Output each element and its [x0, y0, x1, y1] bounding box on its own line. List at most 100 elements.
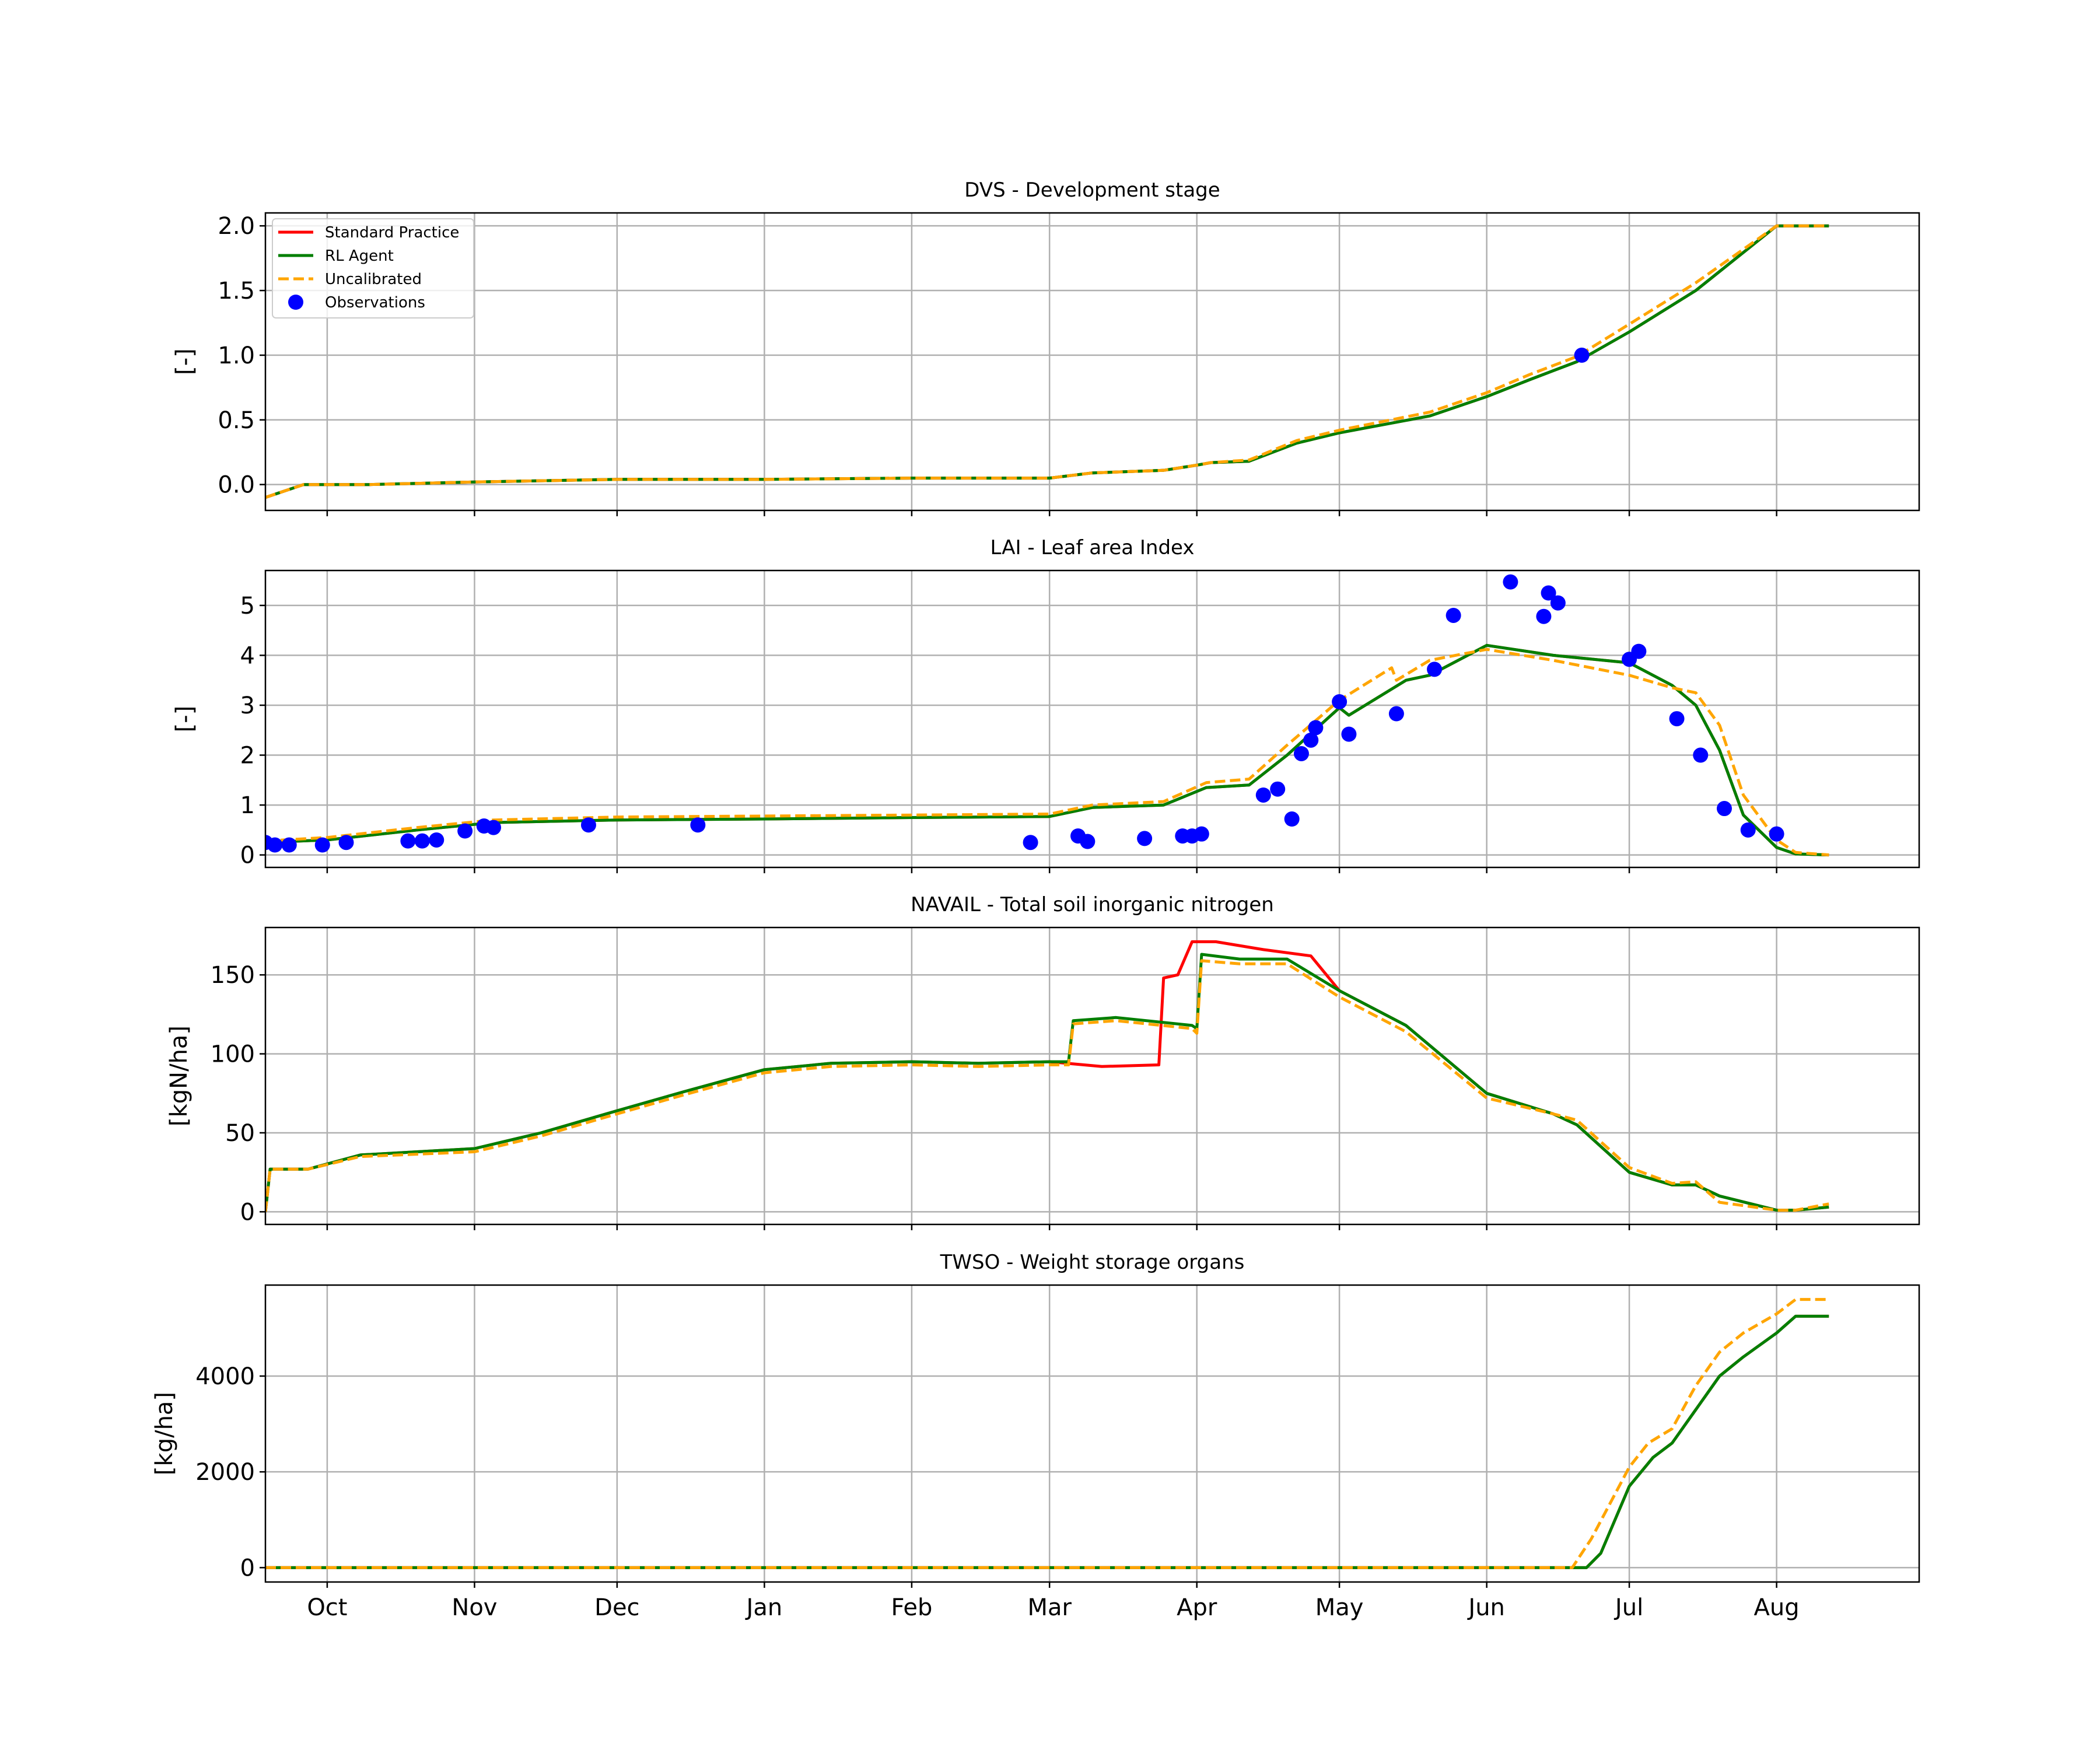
series-uncalibrated-line — [265, 959, 1829, 1212]
legend: Standard Practice RL Agent Uncalibrated Obs… — [272, 218, 474, 318]
observation-point — [1270, 781, 1286, 797]
plot-area — [265, 1298, 1829, 1569]
axes-frame — [264, 569, 1920, 869]
axes-frame — [264, 1284, 1920, 1583]
plot-area — [265, 224, 1829, 499]
observation-point — [1693, 747, 1709, 763]
x-tick-label: Jul — [1614, 1594, 1643, 1621]
observation-point — [1550, 595, 1566, 611]
panel-title: DVS - Development stage — [964, 178, 1220, 202]
x-tick-label: Aug — [1754, 1594, 1800, 1621]
observation-point — [1341, 726, 1357, 742]
observation-point — [1137, 831, 1153, 846]
x-tick-label: Oct — [307, 1594, 347, 1621]
y-tick-label: 4 — [240, 642, 255, 669]
legend-label: RL Agent — [325, 247, 394, 265]
series-rl-agent-line — [265, 224, 1829, 499]
y-tick-label: 0 — [240, 1199, 255, 1226]
y-tick-label: 150 — [211, 962, 255, 989]
observation-point — [1541, 585, 1556, 601]
observation-point — [1669, 711, 1685, 727]
y-tick-label: 1.0 — [218, 342, 255, 369]
observation-point — [1308, 720, 1324, 736]
observation-point — [1303, 732, 1319, 748]
observation-point — [1284, 811, 1300, 827]
y-tick-label: 4000 — [195, 1363, 255, 1390]
legend-box — [272, 218, 474, 318]
panel-title: NAVAIL - Total soil inorganic nitrogen — [911, 893, 1274, 916]
y-tick-label: 5 — [240, 593, 255, 620]
series-observations — [1574, 347, 1590, 363]
observation-point — [690, 817, 706, 833]
plot-area — [265, 940, 1829, 1212]
observation-point — [1194, 826, 1209, 842]
observation-point — [314, 837, 330, 853]
axes-frame — [264, 926, 1920, 1226]
panel-3: 0 50 100 150 NAVAIL - Total soil inorganic n… — [166, 893, 1920, 1230]
observation-point — [1388, 706, 1404, 722]
observation-point — [267, 837, 283, 853]
y-tick-label: 1 — [240, 792, 255, 819]
series-standard-practice-line — [265, 940, 1829, 1212]
y-tick-label: 3 — [240, 692, 255, 719]
legend-label: Observations — [325, 294, 425, 312]
series-rl-agent-line — [265, 953, 1829, 1212]
x-tick-label: Dec — [594, 1594, 639, 1621]
y-tick-label: 0.0 — [218, 472, 255, 499]
x-tick-label: Apr — [1177, 1594, 1217, 1621]
y-axis-label: [kgN/ha] — [166, 1026, 192, 1126]
series-standard-practice-line — [265, 1314, 1829, 1569]
series-observations — [265, 574, 1784, 853]
observation-point — [1023, 835, 1038, 850]
series-rl-agent-line — [265, 1314, 1829, 1569]
y-tick-label: 0 — [240, 1555, 255, 1581]
panel-4: 0 2000 4000 Oct Nov Dec Jan Feb Mar Apr May Jun Jul A… — [151, 1251, 1920, 1621]
observation-point — [1255, 787, 1271, 803]
panel-2: 0 1 2 3 4 5 LAI - Leaf area Index [-] — [172, 536, 1920, 873]
panel-1: 0.0 0.5 1.0 1.5 2.0 DVS - Development stage [-… — [172, 178, 1920, 516]
y-tick-label: 0.5 — [218, 407, 255, 434]
axes-frame — [264, 212, 1920, 512]
x-tick-label: Feb — [891, 1594, 933, 1621]
observation-point — [1631, 643, 1647, 659]
observation-point — [457, 823, 473, 839]
series-uncalibrated-line — [265, 1298, 1829, 1569]
legend-label: Uncalibrated — [325, 271, 422, 288]
y-tick-label: 2.0 — [218, 213, 255, 240]
observation-point — [1293, 746, 1309, 761]
y-tick-label: 1.5 — [218, 278, 255, 304]
observation-point — [580, 817, 596, 833]
legend-marker — [288, 295, 303, 310]
y-axis-label: [-] — [172, 348, 198, 375]
observation-point — [1332, 694, 1348, 709]
observation-point — [338, 835, 354, 850]
observation-point — [1427, 662, 1443, 677]
observation-point — [414, 833, 430, 849]
y-axis-label: [kg/ha] — [151, 1392, 178, 1475]
panel-title: LAI - Leaf area Index — [991, 536, 1195, 559]
observation-point — [486, 820, 502, 835]
observation-point — [400, 833, 416, 849]
observation-point — [1080, 834, 1096, 849]
y-tick-label: 100 — [211, 1041, 255, 1068]
x-tick-label: May — [1315, 1594, 1364, 1621]
observation-point — [429, 832, 444, 848]
y-tick-label: 50 — [225, 1120, 255, 1147]
observation-point — [1740, 822, 1756, 838]
plot-area — [265, 574, 1829, 857]
y-axis-label: [-] — [172, 706, 198, 733]
series-uncalibrated-line — [265, 224, 1829, 499]
y-tick-label: 0 — [240, 842, 255, 869]
observation-point — [1503, 574, 1518, 590]
x-tick-label: Nov — [452, 1594, 497, 1621]
observation-point — [1769, 826, 1784, 842]
legend-label: Standard Practice — [325, 224, 459, 242]
y-tick-label: 2000 — [195, 1459, 255, 1486]
series-standard-practice-line — [265, 224, 1829, 499]
x-tick-label: Jun — [1466, 1594, 1505, 1621]
panel-title: TWSO - Weight storage organs — [940, 1251, 1245, 1274]
y-tick-label: 2 — [240, 743, 255, 769]
x-tick-label: Jan — [745, 1594, 783, 1621]
observation-point — [1716, 801, 1732, 817]
